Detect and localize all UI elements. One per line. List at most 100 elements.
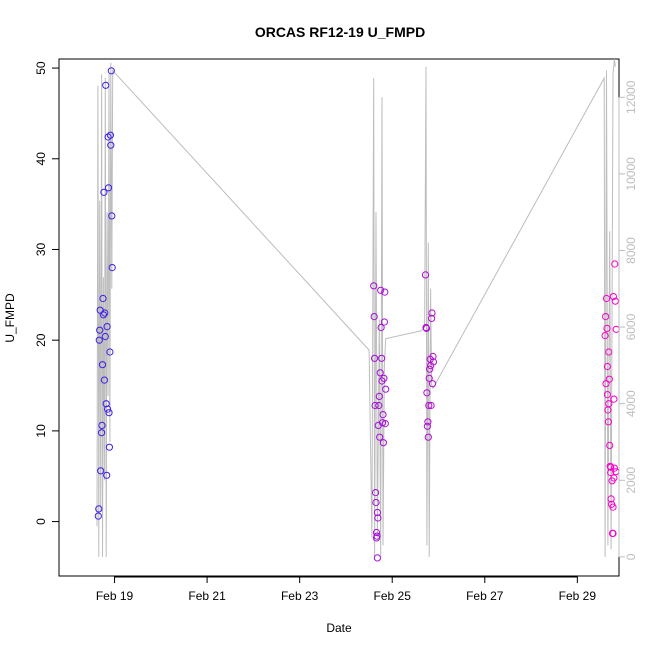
- data-point: [602, 313, 610, 321]
- data-point: [603, 362, 612, 371]
- data-point: [603, 324, 611, 332]
- y-tick-label: 50: [34, 61, 48, 75]
- x-tick-label: Feb 29: [559, 589, 597, 603]
- data-point: [606, 441, 614, 449]
- data-point: [101, 332, 109, 341]
- y2-tick-label: 12000: [624, 80, 638, 114]
- data-point: [607, 463, 615, 471]
- data-point: [380, 318, 388, 326]
- data-point: [609, 503, 617, 511]
- data-point: [607, 469, 615, 477]
- data-point: [610, 395, 618, 403]
- data-point: [611, 297, 619, 305]
- data-point: [108, 264, 116, 272]
- data-point: [424, 433, 432, 441]
- data-point: [370, 282, 378, 290]
- data-point: [428, 309, 436, 317]
- data-point: [98, 429, 106, 437]
- x-tick-label: Feb 21: [188, 589, 226, 603]
- data-point: [96, 326, 104, 334]
- data-point: [372, 498, 380, 507]
- data-point: [94, 512, 102, 520]
- data-point: [377, 323, 385, 332]
- data-point: [609, 529, 617, 538]
- data-point: [611, 260, 619, 268]
- data-point: [106, 131, 115, 139]
- data-point: [105, 409, 113, 417]
- y2-tick-label: 6000: [624, 313, 638, 340]
- data-point: [609, 293, 618, 301]
- data-point: [381, 420, 389, 428]
- data-point: [421, 271, 430, 279]
- data-point: [423, 422, 431, 430]
- data-point: [423, 389, 431, 397]
- data-point: [370, 313, 378, 321]
- x-axis-label: Date: [326, 621, 352, 635]
- data-point: [107, 141, 115, 149]
- data-point: [425, 374, 433, 382]
- y2-tick-label: 4000: [624, 390, 638, 417]
- data-point: [375, 401, 383, 410]
- data-point: [601, 332, 609, 340]
- x-tick-label: Feb 25: [374, 589, 412, 603]
- y-axis: 0 10 20 30 40 50: [34, 61, 60, 525]
- y2-tick-label: 8000: [624, 237, 638, 264]
- y-tick-label: 20: [34, 333, 48, 347]
- data-point: [108, 212, 116, 220]
- data-point: [377, 286, 385, 294]
- data-point: [100, 188, 108, 196]
- data-point: [373, 508, 381, 517]
- data-point: [107, 67, 115, 75]
- altitude-line: [96, 58, 616, 557]
- data-point: [381, 288, 389, 296]
- data-point: [373, 554, 381, 562]
- data-point: [371, 354, 379, 362]
- y-tick-label: 0: [34, 518, 48, 525]
- x-tick-label: Feb 23: [281, 589, 319, 603]
- data-point: [99, 294, 107, 303]
- data-point: [104, 184, 113, 192]
- data-point: [605, 348, 613, 356]
- data-point: [379, 439, 387, 447]
- x-axis: Feb 19 Feb 21 Feb 23 Feb 25 Feb 27 Feb 29: [96, 576, 596, 603]
- data-point: [372, 528, 381, 537]
- data-point: [95, 505, 103, 513]
- x-tick-label: Feb 27: [466, 589, 504, 603]
- data-point: [379, 411, 387, 419]
- data-point: [98, 361, 107, 369]
- data-point: [602, 294, 611, 303]
- data-point: [98, 421, 106, 429]
- data-point: [102, 81, 110, 89]
- data-point: [103, 471, 111, 479]
- y-tick-label: 30: [34, 242, 48, 256]
- y-tick-label: 40: [34, 152, 48, 166]
- data-point: [428, 314, 436, 322]
- data-point: [375, 392, 383, 400]
- data-point: [422, 324, 431, 332]
- y-axis-label: U_FMPD: [3, 293, 17, 343]
- data-point: [104, 133, 112, 141]
- data-point: [424, 418, 432, 426]
- y2-tick-label: 0: [624, 553, 638, 560]
- data-point: [429, 358, 437, 366]
- data-point: [376, 369, 384, 377]
- data-point: [612, 325, 620, 333]
- data-point: [603, 391, 612, 399]
- data-point: [101, 309, 109, 317]
- data-point: [97, 467, 105, 475]
- data-point: [372, 534, 381, 542]
- data-point: [429, 352, 437, 361]
- data-point: [102, 400, 110, 408]
- data-point: [426, 365, 434, 373]
- data-point: [427, 401, 435, 410]
- data-point: [100, 376, 109, 384]
- data-point: [99, 311, 108, 319]
- data-point: [605, 400, 613, 408]
- data-point: [106, 348, 114, 356]
- y2-tick-label: 10000: [624, 157, 638, 191]
- data-point: [604, 418, 613, 426]
- data-point: [378, 354, 386, 362]
- data-point: [105, 443, 114, 451]
- data-point: [376, 433, 384, 441]
